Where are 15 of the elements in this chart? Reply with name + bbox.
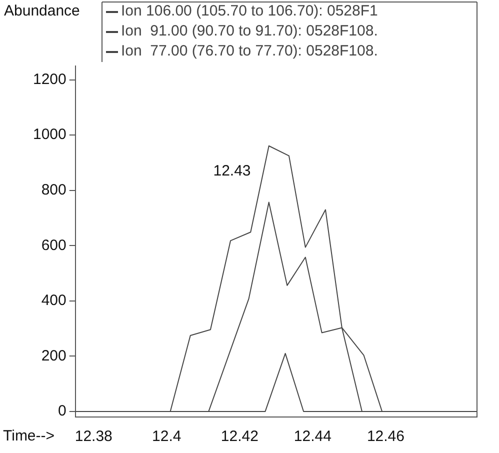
x-tick-label: 12.38	[74, 428, 112, 446]
y-tick-label: 400	[41, 292, 66, 310]
y-axis-title: Abundance	[4, 2, 80, 20]
x-axis-title: Time-->	[3, 428, 55, 445]
y-tick-label: 1000	[32, 126, 66, 144]
y-tick-label: 800	[41, 182, 66, 199]
x-tick-label: 12.44	[294, 428, 332, 446]
y-tick-label: 1200	[32, 70, 66, 88]
y-tick-label: 600	[41, 236, 66, 254]
y-tick-label: 0	[58, 402, 66, 420]
y-tick-label: 200	[41, 347, 66, 364]
x-tick-label: 12.46	[366, 428, 404, 446]
x-tick-label: 12.4	[152, 428, 182, 446]
annotation: 12.43	[213, 162, 251, 180]
x-tick-label: 12.42	[220, 428, 258, 446]
